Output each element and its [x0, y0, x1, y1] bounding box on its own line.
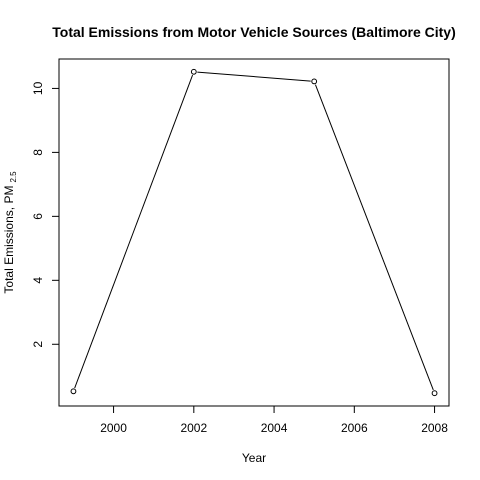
line-segment-0 — [74, 74, 194, 389]
data-point-3 — [431, 390, 438, 397]
data-point-0 — [70, 388, 77, 395]
x-tick-label-4: 2008 — [421, 421, 448, 435]
y-axis-label-subscript: 2.5 — [9, 171, 18, 183]
x-axis: 2000 2002 2004 2006 2008 — [100, 406, 448, 435]
line-segment-2 — [314, 84, 434, 391]
x-tick-label-0: 2000 — [100, 421, 127, 435]
y-tick-label-0: 2 — [31, 341, 45, 348]
x-tick-label-1: 2002 — [180, 421, 207, 435]
x-axis-label: Year — [242, 451, 266, 465]
y-axis-label-main: Total Emissions, PM — [2, 186, 16, 294]
chart-title: Total Emissions from Motor Vehicle Sourc… — [52, 24, 456, 40]
series-total-emissions — [70, 68, 438, 397]
data-point-1 — [190, 68, 197, 75]
x-tick-label-2: 2004 — [261, 421, 288, 435]
y-tick-label-3: 8 — [31, 149, 45, 156]
y-tick-label-4: 10 — [31, 81, 45, 95]
y-tick-label-1: 4 — [31, 277, 45, 284]
x-tick-label-3: 2006 — [341, 421, 368, 435]
y-axis: 2 4 6 8 10 — [31, 81, 59, 348]
plot-area-frame — [58, 58, 450, 407]
data-point-2 — [311, 78, 318, 85]
y-axis-label: Total Emissions, PM 2.5 — [2, 171, 18, 294]
y-tick-label-2: 6 — [31, 213, 45, 220]
line-segment-1 — [197, 71, 311, 82]
